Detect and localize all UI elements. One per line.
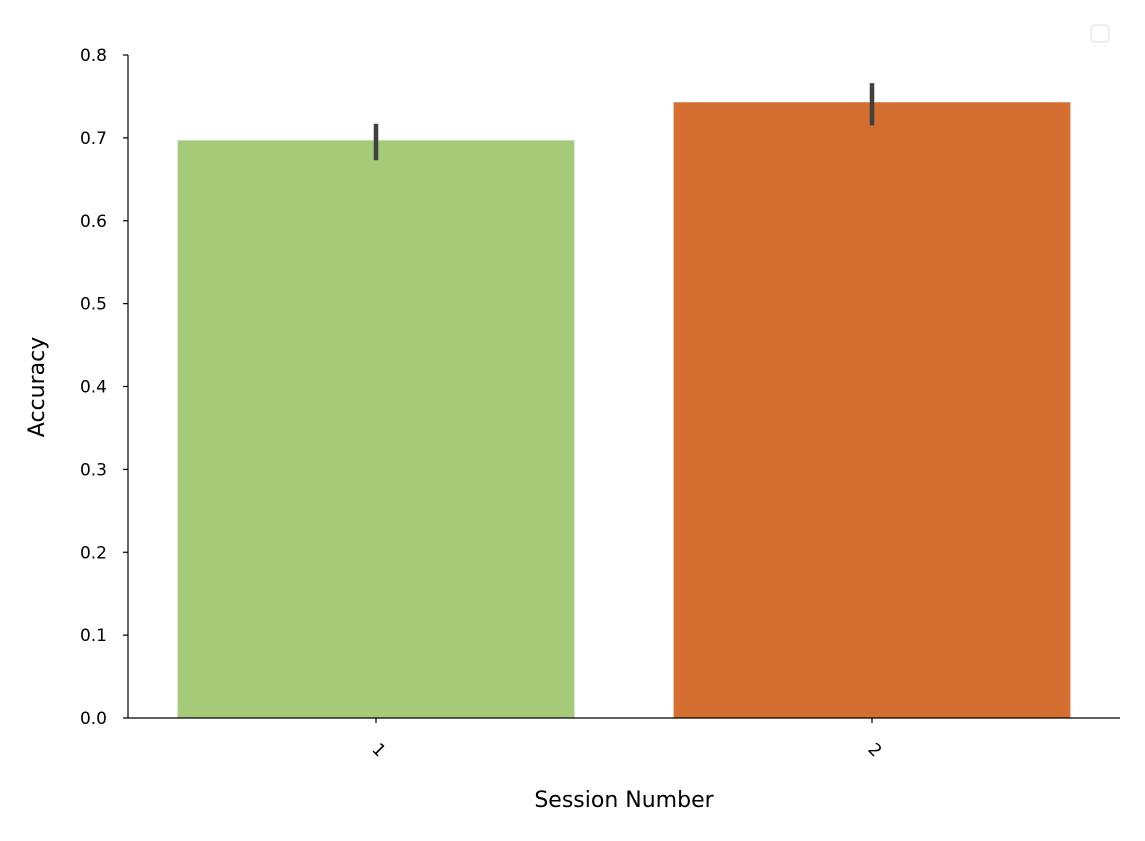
y-axis-label: Accuracy [25,337,50,437]
legend-box [1090,24,1110,43]
x-tick-label: 2 [864,740,886,762]
bars-layer [177,102,1071,718]
y-tick-label: 0.5 [80,295,107,315]
y-ticks-layer: 0.0 0.1 0.2 0.3 0.4 0.5 0.6 0.7 0.8 [80,46,128,729]
x-axis-label: Session Number [534,788,714,813]
y-tick-label: 0.0 [80,709,107,729]
bar-session-2 [673,102,1071,718]
y-tick-label: 0.7 [80,129,107,149]
bar-session-1 [177,140,575,718]
error-bars-layer [373,83,875,161]
y-tick-label: 0.8 [80,46,107,66]
y-tick-label: 0.2 [80,543,107,563]
y-tick-label: 0.1 [80,626,107,646]
y-tick-label: 0.4 [80,378,107,398]
y-tick-label: 0.6 [80,212,107,232]
y-tick-label: 0.3 [80,460,107,480]
x-tick-label: 1 [368,740,390,762]
